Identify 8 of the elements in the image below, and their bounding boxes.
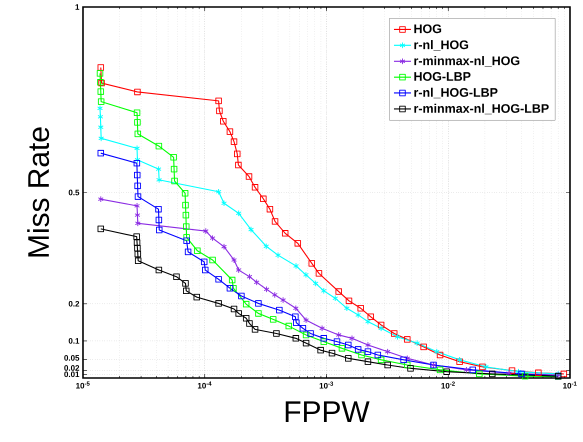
legend-label: r-minmax-nl_HOG-LBP bbox=[414, 104, 549, 114]
legend-label: HOG bbox=[414, 24, 442, 34]
legend-label: r-minmax-nl_HOG bbox=[414, 56, 520, 67]
legend-label: r-nl_HOG bbox=[414, 40, 468, 51]
x-axis-title: FPPW bbox=[286, 401, 370, 422]
legend-label: HOG-LBP bbox=[414, 72, 471, 81]
legend-label: r-nl_HOG-LBP bbox=[414, 88, 498, 98]
y-axis-title: Miss Rate bbox=[27, 127, 50, 256]
